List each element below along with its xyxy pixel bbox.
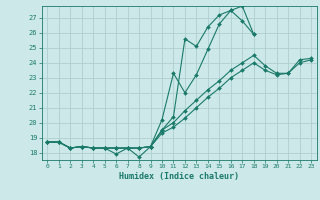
X-axis label: Humidex (Indice chaleur): Humidex (Indice chaleur)	[119, 172, 239, 181]
